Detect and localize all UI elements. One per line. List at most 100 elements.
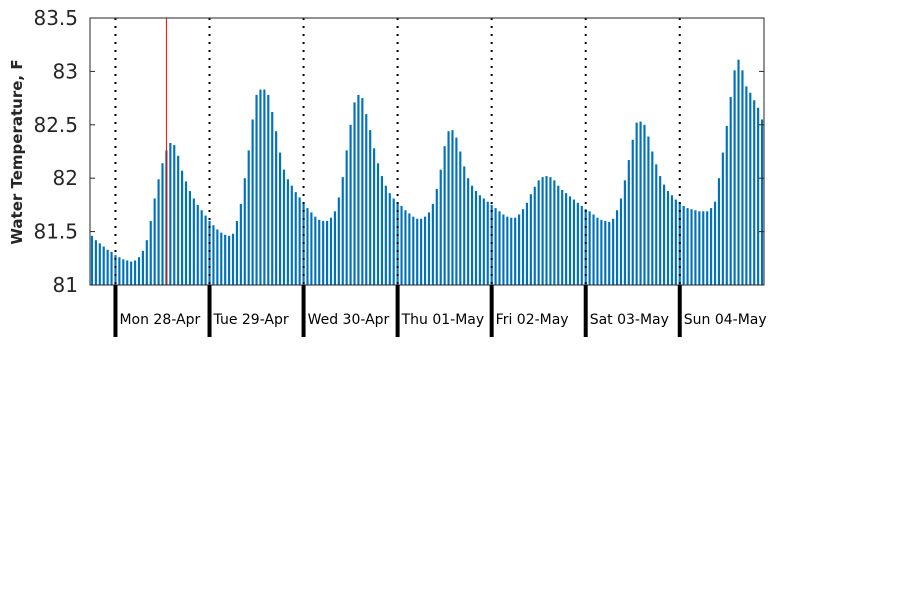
temperature-bar (694, 210, 697, 285)
temperature-bar (145, 240, 148, 285)
temperature-bar (627, 160, 630, 285)
temperature-bar (290, 185, 293, 285)
temperature-bar (670, 195, 673, 285)
temperature-bar (470, 185, 474, 285)
plot-area-frame (89, 17, 765, 286)
temperature-bar (482, 198, 485, 285)
temperature-bar (447, 131, 450, 285)
temperature-bar (541, 177, 544, 285)
temperature-bar (122, 259, 125, 285)
temperature-bar (529, 194, 532, 285)
temperature-bar (553, 180, 556, 285)
temperature-bar (682, 205, 685, 285)
temperature-bar (518, 214, 521, 285)
temperature-bar (717, 178, 721, 285)
temperature-bar (631, 139, 634, 285)
temperature-bar (110, 251, 113, 285)
temperature-bar (376, 163, 380, 285)
temperature-bar (208, 220, 211, 285)
temperature-bar (584, 209, 587, 285)
temperature-bar (357, 94, 360, 286)
temperature-bar (349, 124, 352, 285)
temperature-bar (224, 234, 227, 285)
temperature-bar (596, 217, 599, 285)
temperature-bar (235, 220, 239, 285)
y-tick-label: 82 (53, 166, 78, 190)
temperature-bar (243, 178, 246, 285)
temperature-bar (510, 217, 513, 285)
day-label: Mon 28-Apr (119, 312, 200, 328)
temperature-bar (341, 177, 344, 285)
temperature-bar (576, 202, 579, 285)
temperature-bar (314, 216, 317, 285)
temperature-bar (568, 196, 572, 285)
temperature-bar (588, 211, 591, 285)
temperature-bar (710, 208, 713, 285)
temperature-bar (188, 191, 192, 285)
temperature-bar (380, 176, 384, 285)
day-label: Fri 02-May (496, 312, 569, 328)
y-tick-label: 82.5 (33, 113, 78, 137)
temperature-bar (271, 111, 274, 285)
temperature-bar (478, 195, 481, 285)
temperature-bar (322, 220, 325, 285)
y-tick-label: 81.5 (33, 220, 78, 244)
temperature-bar (745, 86, 748, 285)
temperature-bar (608, 221, 611, 285)
temperature-bar (329, 217, 333, 285)
temperature-bar (537, 180, 540, 285)
temperature-bar (384, 185, 387, 285)
temperature-bar (623, 180, 626, 285)
temperature-bar (326, 220, 329, 285)
temperature-bar (98, 243, 101, 285)
temperature-bar (412, 216, 415, 285)
temperature-bar (592, 214, 595, 285)
temperature-bar (298, 197, 301, 285)
temperature-bar (565, 193, 568, 285)
temperature-bar (494, 208, 497, 285)
temperature-bar (760, 119, 764, 286)
temperature-bar (106, 249, 109, 285)
y-axis-label: Water Temperature, F (8, 59, 26, 244)
temperature-bar (275, 131, 278, 285)
temperature-bar (157, 179, 160, 285)
day-label: Wed 30-Apr (308, 312, 390, 328)
temperature-bar (749, 92, 752, 285)
temperature-bar (686, 208, 689, 285)
temperature-bar (247, 150, 250, 285)
temperature-bar (228, 235, 231, 285)
temperature-bar (635, 122, 638, 285)
temperature-bar (353, 102, 356, 286)
temperature-bar (263, 89, 266, 285)
temperature-bar (545, 176, 548, 285)
temperature-bar (463, 166, 466, 285)
day-label: Sat 03-May (590, 312, 669, 328)
temperature-bar (153, 198, 156, 285)
temperature-bar (549, 177, 552, 285)
temperature-bar (506, 216, 509, 285)
temperature-bar (639, 121, 642, 285)
temperature-bar (741, 70, 744, 285)
temperature-bar (177, 155, 180, 285)
temperature-bar (173, 145, 176, 285)
temperature-bar (310, 212, 313, 285)
temperature-bar (392, 198, 395, 285)
temperature-bar (423, 216, 427, 285)
temperature-bar (318, 219, 321, 285)
day-label: Tue 29-Apr (213, 312, 289, 328)
day-label: Thu 01-May (401, 312, 485, 328)
y-tick-label: 81 (53, 273, 78, 297)
temperature-bar (455, 137, 458, 285)
temperature-bar (561, 189, 564, 285)
temperature-bar (192, 198, 195, 285)
temperature-bar (404, 210, 407, 285)
temperature-bar (702, 211, 705, 285)
temperature-bar (713, 201, 717, 285)
temperature-bar (525, 202, 529, 285)
temperature-bar (149, 220, 152, 285)
temperature-bar (130, 261, 133, 285)
temperature-bar (200, 210, 203, 285)
temperature-bar (721, 152, 724, 285)
